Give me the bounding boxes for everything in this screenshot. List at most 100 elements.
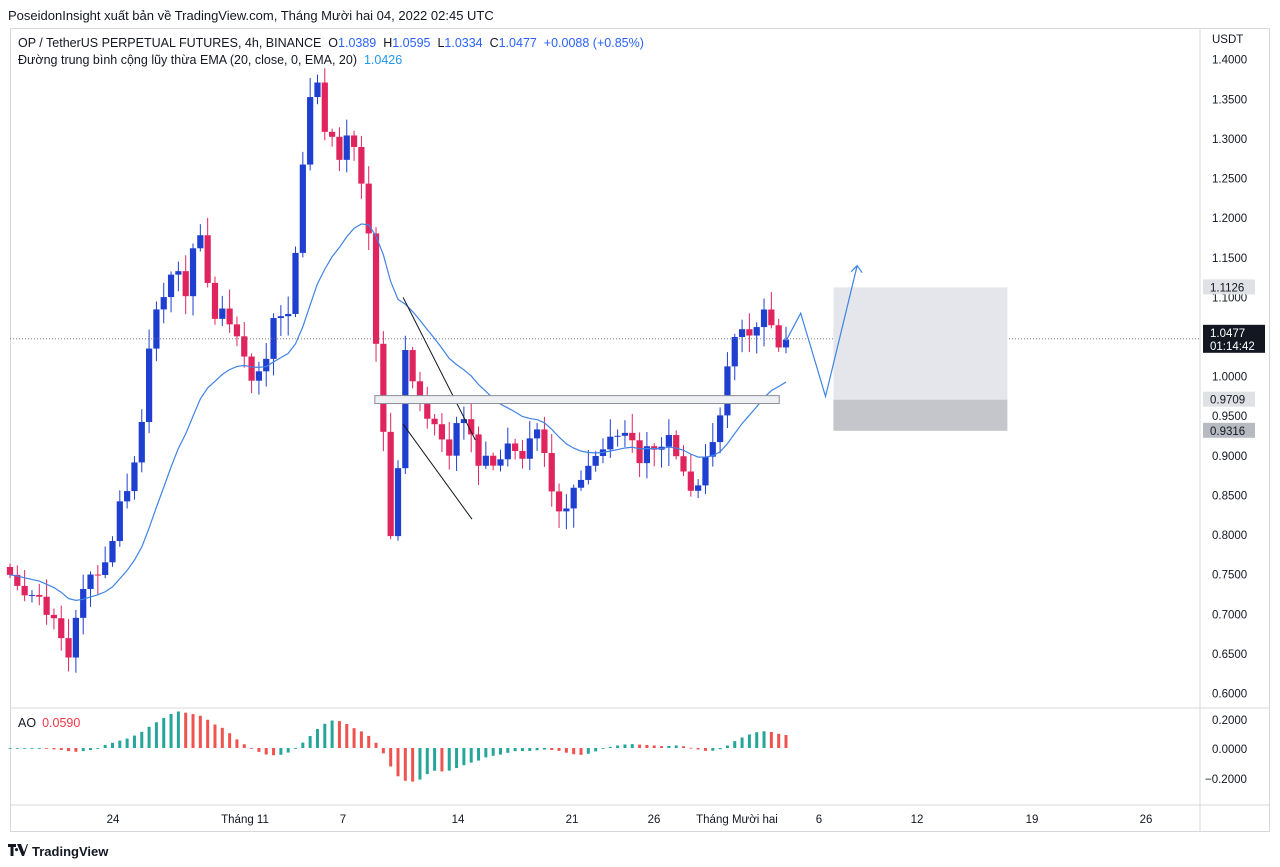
legend-ema-label[interactable]: Đường trung bình cộng lũy thừa EMA (20, …	[18, 53, 357, 67]
bar-countdown-label: 01:14:42	[1210, 341, 1255, 353]
ao-bar	[616, 745, 620, 748]
candle-body	[94, 574, 101, 576]
footer-brand[interactable]: TradingView	[8, 844, 108, 859]
ao-bar	[725, 745, 729, 748]
candle-body	[6, 566, 14, 575]
ao-bar	[455, 748, 459, 769]
price-tick-label: 1.3000	[1212, 134, 1247, 146]
candle-body	[277, 316, 284, 319]
ao-bar	[272, 748, 276, 756]
candle-body	[116, 501, 123, 542]
candle-body	[28, 594, 36, 596]
currency-label: USDT	[1212, 34, 1243, 46]
candle-body	[724, 366, 731, 416]
candle-body	[541, 429, 548, 454]
ao-bar	[542, 748, 546, 750]
legend-l-value: 1.0334	[444, 36, 483, 50]
ao-bar	[30, 748, 34, 749]
ao-bar	[528, 748, 532, 751]
candle-body	[160, 297, 167, 310]
ao-bar	[638, 744, 642, 748]
ao-bar	[198, 715, 202, 748]
candle-body	[102, 562, 109, 575]
ao-label[interactable]: AO	[18, 716, 37, 730]
ao-bar	[513, 748, 517, 752]
ao-bar	[425, 748, 429, 775]
ao-bar	[89, 748, 93, 751]
candle-body	[709, 442, 716, 457]
ao-bar	[8, 748, 12, 749]
target-zone	[833, 287, 1008, 400]
candle-body	[453, 423, 460, 456]
candle-body	[241, 336, 248, 357]
ao-bar	[74, 748, 78, 752]
projection-arrowhead-icon	[850, 264, 863, 274]
candle-body	[182, 271, 189, 297]
ao-bar	[403, 748, 407, 781]
ao-bar	[747, 734, 751, 748]
candle-body	[124, 491, 131, 502]
ao-legend: AO 0.0590	[18, 716, 80, 730]
candle-body	[555, 491, 563, 512]
ao-bar	[535, 748, 539, 751]
ao-bar	[447, 748, 451, 771]
candle-body	[717, 415, 724, 443]
ao-bar	[279, 748, 283, 755]
candle-body	[365, 183, 372, 234]
candle-body	[424, 402, 431, 419]
ao-bar	[667, 745, 671, 748]
ao-bar	[103, 744, 107, 748]
ao-value: 0.0590	[42, 716, 81, 730]
candle-body	[87, 574, 94, 589]
price-tick-label: 1.3500	[1212, 94, 1247, 106]
candle-body	[50, 614, 58, 619]
ao-bar	[294, 748, 298, 749]
candle-body	[58, 618, 65, 639]
ao-bar	[374, 742, 378, 748]
legend-symbol-row: OP / TetherUS PERPETUAL FUTURES, 4h, BIN…	[18, 35, 644, 52]
candle-body	[585, 465, 592, 480]
ao-bar	[645, 744, 649, 748]
candle-body	[614, 435, 621, 437]
ao-tick-label: 0.0000	[1212, 744, 1247, 756]
legend-l-label: L	[437, 36, 445, 50]
candle-body	[109, 541, 116, 563]
legend-symbol[interactable]: OP / TetherUS PERPETUAL FUTURES, 4h, BIN…	[18, 36, 322, 50]
ao-bar	[550, 748, 554, 750]
candle-body	[592, 455, 599, 466]
candle-body	[577, 479, 585, 488]
candle-body	[702, 456, 709, 486]
time-tick-label: 6	[816, 814, 822, 826]
ao-bar	[477, 748, 481, 761]
candle-body	[512, 443, 519, 451]
price-tick-label: 1.2000	[1212, 213, 1247, 225]
candle-body	[131, 462, 138, 492]
candle-body	[153, 309, 160, 349]
candle-body	[475, 434, 482, 466]
candle-body	[746, 329, 753, 336]
legend-h-value: 1.0595	[392, 36, 431, 50]
candle-body	[687, 471, 694, 491]
candle-body	[343, 135, 350, 160]
time-tick-label: 12	[911, 814, 924, 826]
candle-body	[402, 350, 409, 469]
ao-bar	[359, 731, 363, 748]
price-level-label: 1.1126	[1210, 282, 1244, 294]
candle-body	[358, 146, 365, 184]
candle-body	[14, 574, 21, 586]
candle-body	[299, 164, 306, 253]
ao-bar	[132, 735, 136, 748]
ao-bar	[235, 739, 239, 748]
price-tick-label: 0.7500	[1212, 570, 1247, 582]
publisher-line: PoseidonInsight xuất bản về TradingView.…	[8, 8, 494, 23]
candle-body	[197, 235, 204, 249]
ao-bar	[264, 748, 268, 755]
candle-body	[563, 508, 570, 512]
ao-bar	[37, 748, 41, 749]
price-tick-label: 0.7000	[1212, 609, 1247, 621]
ao-bar	[433, 748, 437, 771]
price-tick-label: 0.6500	[1212, 649, 1247, 661]
candle-body	[255, 371, 263, 381]
ao-bar	[330, 720, 334, 748]
